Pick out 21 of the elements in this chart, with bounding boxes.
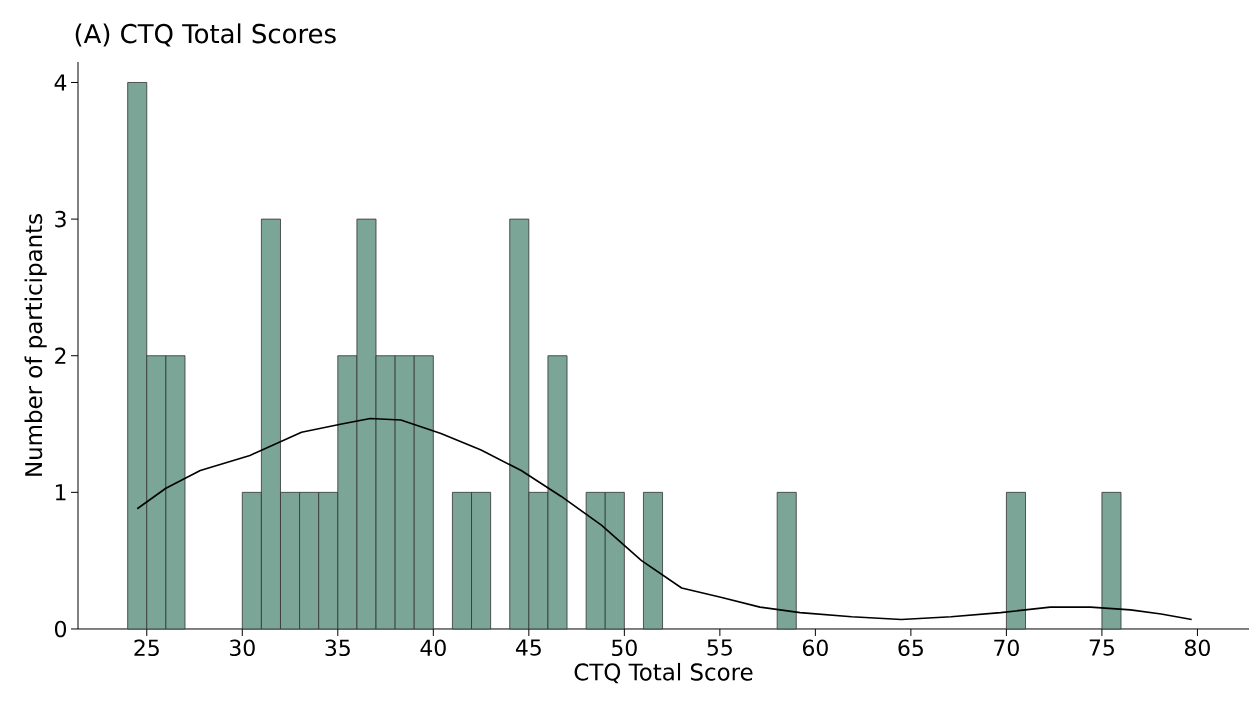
y-tick-label: 0 bbox=[54, 620, 67, 638]
x-tick-label: 30 bbox=[230, 639, 255, 657]
x-tick-label: 80 bbox=[1184, 639, 1210, 657]
y-tick-label: 4 bbox=[54, 74, 67, 91]
x-tick-label: 60 bbox=[802, 639, 828, 657]
x-tick-label: 40 bbox=[420, 639, 446, 657]
x-tick-label: 75 bbox=[1089, 639, 1114, 656]
x-tick-label: 55 bbox=[707, 639, 732, 656]
x-tick-label: 50 bbox=[612, 639, 637, 657]
y-tick-label: 2 bbox=[55, 347, 66, 364]
x-tick-label: 35 bbox=[325, 639, 350, 657]
x-tick-label: 25 bbox=[134, 639, 159, 657]
line-series bbox=[136, 417, 1193, 621]
y-axis-title: Number of participants bbox=[24, 214, 47, 476]
x-tick-label: 70 bbox=[994, 639, 1019, 657]
x-tick-label: 65 bbox=[898, 639, 923, 657]
x-tick-label: 45 bbox=[515, 639, 541, 656]
y-tick-label: 1 bbox=[55, 484, 66, 501]
chart-title: (A) CTQ Total Scores bbox=[75, 23, 336, 47]
x-axis-title: CTQ Total Score bbox=[574, 662, 753, 684]
y-tick-label: 3 bbox=[55, 210, 66, 228]
